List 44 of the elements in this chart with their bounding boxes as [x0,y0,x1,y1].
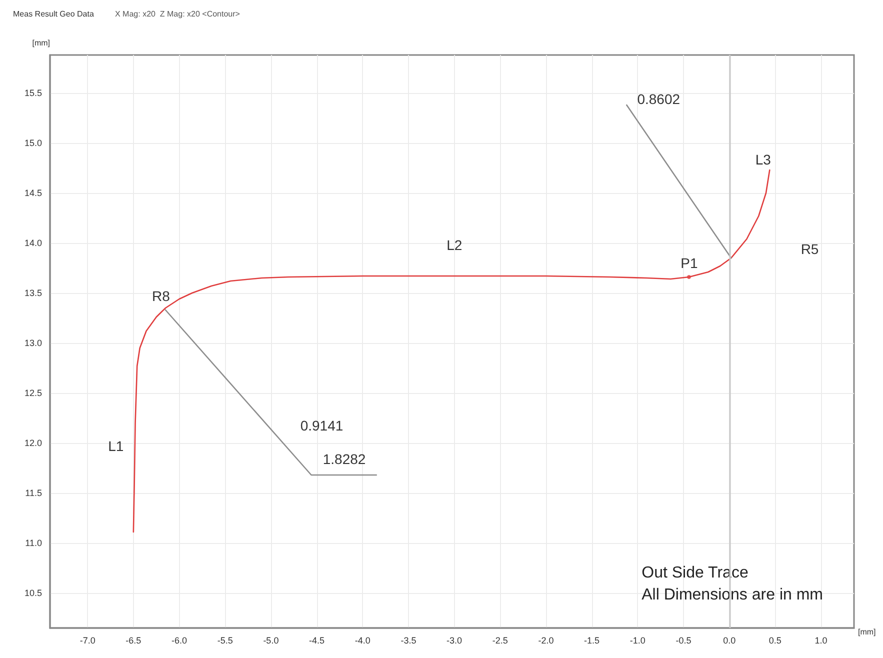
x-axis-title: [mm] [858,628,876,636]
y-axis-title: [mm] [32,38,50,48]
chart-subtitle: X Mag: x20 Z Mag: x20 <Contour> [115,10,240,18]
x-tick-label: 0.5 [768,636,782,646]
annotation: All Dimensions are in mm [642,586,824,604]
x-tick-label: -5.0 [263,636,279,646]
annotation: L3 [755,151,772,168]
x-tick-label: -6.0 [172,636,188,646]
y-tick-label: 11.0 [25,538,42,548]
y-tick-label: 10.5 [24,588,42,598]
y-tick-label: 11.5 [25,488,42,498]
y-tick-label: 15.0 [24,138,42,148]
x-tick-label: -3.5 [400,636,416,646]
x-tick-label: -0.5 [676,636,692,646]
annotation: 0.9141 [300,418,344,434]
annotation: L2 [446,237,462,254]
chart-title: Meas Result Geo Data [13,10,94,18]
y-tick-label: 14.0 [24,238,42,248]
annotation: 1.8282 [322,450,366,467]
x-tick-label: -1.0 [630,636,646,646]
x-tick-label: 1.0 [814,636,828,646]
x-tick-label: -2.5 [492,636,508,646]
x-tick-label: -6.5 [126,636,142,646]
annotation: 0.8602 [637,91,680,108]
x-tick-label: -1.5 [584,636,600,646]
x-tick-label: -3.0 [446,636,462,646]
annotation: R8 [152,288,170,304]
x-tick-label: -4.5 [309,636,325,646]
x-tick-label: -7.0 [80,636,96,646]
y-tick-label: 15.5 [24,88,42,98]
annotation: L1 [108,438,124,454]
y-tick-label: 13.5 [24,288,42,298]
annotation: P1 [680,255,698,271]
annotation: R5 [800,241,819,258]
y-tick-label: 14.5 [24,188,42,198]
annotation: Out Side Trace [642,564,748,582]
line-series [132,169,770,533]
y-tick-label: 12.5 [24,388,42,398]
x-tick-label: -2.0 [538,636,554,646]
y-tick-label: 13.0 [24,338,42,348]
x-tick-label: -5.5 [217,636,233,646]
x-tick-label: 0.0 [723,636,736,646]
x-tick-label: -4.0 [354,636,370,646]
y-tick-label: 12.0 [24,438,42,448]
